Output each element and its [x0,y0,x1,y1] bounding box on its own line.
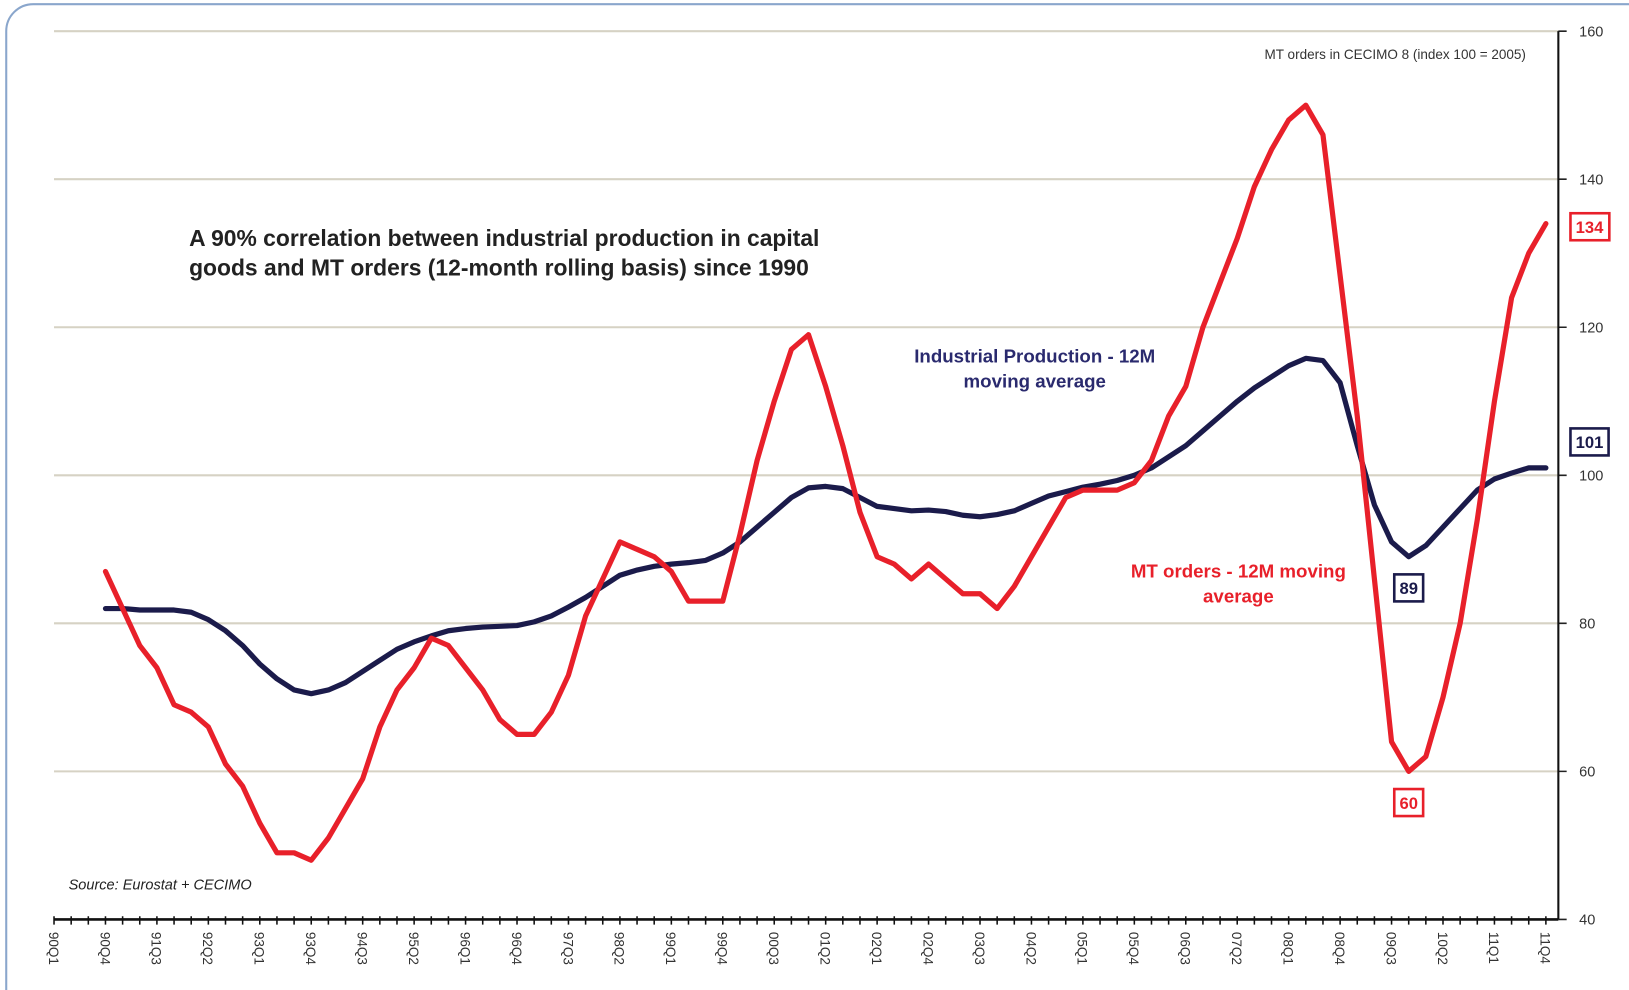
value-label-text: 101 [1576,433,1604,452]
x-tick-label: 10Q2 [1435,932,1450,965]
x-tick-label: 90Q4 [97,932,112,966]
x-tick-label: 06Q3 [1178,932,1193,965]
x-tick-label: 00Q3 [766,932,781,965]
x-tick-label: 11Q4 [1538,932,1553,965]
x-tick-label: 94Q3 [354,932,369,965]
y-tick-label: 80 [1579,617,1595,633]
source: Source: Eurostat + CECIMO [68,875,252,893]
x-tick-label: 93Q1 [252,932,267,965]
x-tick-label: 95Q2 [406,932,421,965]
x-tick-label: 01Q2 [817,932,832,965]
value-label-box [1392,787,1425,818]
y-tick-label: 140 [1579,172,1603,188]
value-label-box [1569,211,1611,242]
x-tick-label: 04Q2 [1023,932,1038,965]
series-label: Industrial Production - 12M moving avera… [914,345,1156,392]
x-tick-label: 96Q1 [457,932,472,965]
value-label-box [1569,427,1610,457]
value-label: 134 [1569,211,1611,242]
x-tick-label: 92Q2 [200,932,215,965]
x-tick-label: 97Q3 [560,932,575,965]
value-label-box [1392,573,1425,603]
x-tick-label: 02Q1 [869,932,884,965]
x-tick-label: 99Q1 [663,932,678,965]
value-label-text: 60 [1399,794,1417,813]
value-label-text: 89 [1399,579,1417,598]
y-axis-label: MT orders in CECIMO 8 (index 100 = 2005) [1264,46,1526,63]
y-tick-label: 100 [1579,468,1603,484]
x-tick-label: 98Q2 [612,932,627,965]
x-tick-label: 05Q4 [1126,932,1141,966]
y-tick-label: 60 [1579,765,1595,781]
x-tick-label: 08Q4 [1332,932,1347,966]
chart-title: A 90% correlation between industrial pro… [189,225,820,281]
x-tick-label: 05Q1 [1075,932,1090,965]
x-tick-label: 11Q1 [1486,932,1501,964]
value-label: 60 [1392,787,1425,818]
x-tick-label: 90Q1 [46,932,61,965]
x-tick-label: 02Q4 [920,932,935,966]
y-tick-label: 40 [1579,913,1595,929]
x-tick-label: 08Q1 [1280,932,1295,965]
series-line [102,355,1549,697]
x-tick-label: 03Q3 [972,932,987,965]
x-tick-label: 07Q2 [1229,932,1244,965]
x-tick-label: 93Q4 [303,932,318,966]
x-tick-label: 91Q3 [149,932,164,965]
frame [5,3,1629,990]
x-tick-label: 96Q4 [509,932,524,966]
value-label: 89 [1392,573,1425,603]
value-label: 101 [1569,427,1610,457]
series-label: MT orders - 12M moving average [1130,561,1346,607]
y-tick-label: 160 [1579,24,1603,40]
x-tick-label: 99Q4 [715,932,730,966]
x-tick-label: 09Q3 [1383,932,1398,965]
series-line [102,102,1549,863]
value-label-text: 134 [1576,218,1604,237]
y-tick-label: 120 [1579,320,1603,336]
